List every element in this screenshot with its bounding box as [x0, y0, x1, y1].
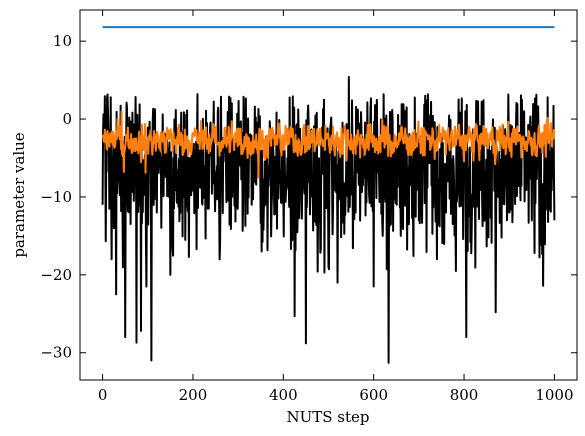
- y-axis-label: parameter value: [10, 132, 28, 257]
- x-tick-label: 600: [359, 386, 388, 404]
- y-tick-label: 10: [53, 32, 72, 50]
- x-axis: 0 200 400 600 800 1000: [98, 10, 574, 404]
- y-tick-label: −30: [40, 344, 72, 362]
- x-tick-label: 1000: [535, 386, 573, 404]
- series-layer: [101, 26, 556, 364]
- y-tick-label: 0: [62, 110, 72, 128]
- x-tick-label: 400: [269, 386, 298, 404]
- y-axis: −30 −20 −10 0 10: [40, 32, 577, 362]
- x-tick-label: 0: [98, 386, 108, 404]
- axes-frame: [79, 9, 578, 381]
- y-tick-label: −10: [40, 188, 72, 206]
- series-orange-line: [101, 110, 556, 179]
- y-tick-label: −20: [40, 266, 72, 284]
- x-tick-label: 800: [450, 386, 479, 404]
- plot-area: [101, 26, 556, 364]
- series-black-line: [101, 75, 556, 364]
- x-axis-label: NUTS step: [286, 408, 369, 426]
- x-tick-label: 200: [179, 386, 208, 404]
